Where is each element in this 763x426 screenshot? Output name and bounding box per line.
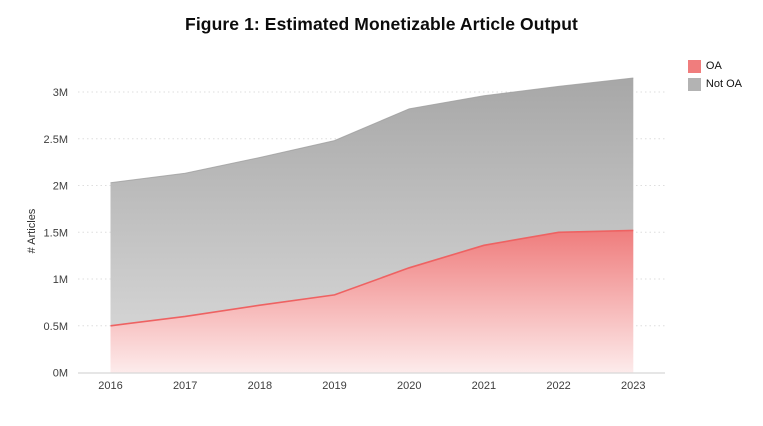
chart-title: Figure 1: Estimated Monetizable Article … — [185, 14, 578, 34]
x-tick-label: 2023 — [621, 380, 645, 392]
y-axis-title: # Articles — [26, 208, 38, 254]
y-tick-label: 2.5M — [44, 134, 68, 146]
not-oa-area — [110, 78, 634, 326]
not-oa-legend-swatch-icon — [687, 78, 701, 91]
x-tick-label: 2021 — [472, 380, 496, 392]
not-oa-top-edge — [110, 77, 634, 184]
oa-legend-swatch-icon — [687, 60, 701, 73]
y-tick-label: 1.5M — [44, 227, 68, 239]
legend: OA Not OA — [687, 60, 742, 91]
y-tick-label: 0M — [53, 368, 68, 380]
x-tick-label: 2022 — [546, 380, 570, 392]
y-tick-label: 1M — [53, 274, 68, 286]
legend-item-not-oa: Not OA — [687, 78, 742, 91]
oa-area — [110, 230, 634, 373]
legend-item-oa: OA — [687, 60, 742, 73]
x-tick-label: 2016 — [98, 380, 122, 392]
not-oa-legend-label: Not OA — [705, 78, 742, 90]
y-tick-label: 3M — [53, 87, 68, 99]
y-tick-label: 0.5M — [44, 321, 68, 333]
oa-legend-label: OA — [705, 60, 722, 72]
x-tick-label: 2019 — [322, 380, 346, 392]
x-tick-label: 2018 — [248, 380, 272, 392]
y-tick-label: 2M — [53, 181, 68, 193]
oa-top-edge — [110, 229, 634, 327]
x-tick-label: 2020 — [397, 380, 421, 392]
x-tick-label: 2017 — [173, 380, 197, 392]
